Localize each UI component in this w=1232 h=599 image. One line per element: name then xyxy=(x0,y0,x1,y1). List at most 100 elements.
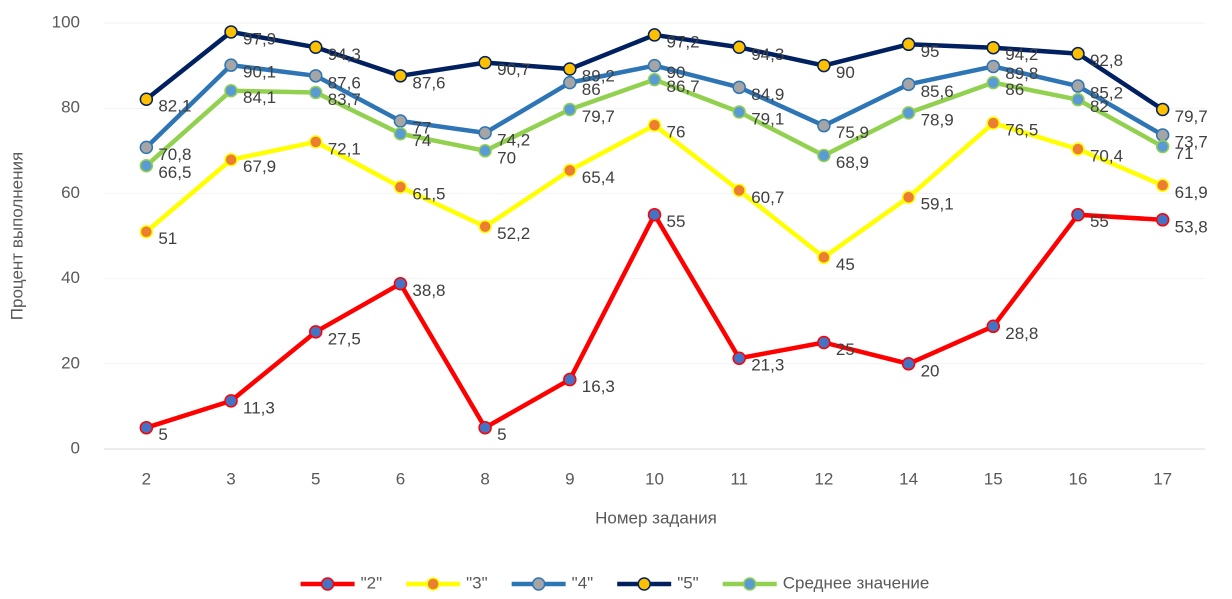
data-label: 45 xyxy=(836,255,855,274)
data-point xyxy=(393,180,408,194)
data-label: 73,7 xyxy=(1175,133,1208,152)
data-point xyxy=(563,163,577,178)
data-label: 51 xyxy=(158,229,177,248)
x-tick-label: 11 xyxy=(730,469,748,488)
x-tick-label: 16 xyxy=(1069,469,1088,488)
series-line xyxy=(145,212,1163,430)
data-point xyxy=(986,116,1001,130)
data-label: 84,1 xyxy=(243,88,276,107)
data-label: 11,3 xyxy=(243,398,275,417)
data-label: 78,9 xyxy=(921,110,954,129)
data-label: 94,3 xyxy=(751,45,784,64)
data-point xyxy=(647,58,662,73)
legend-label: "2" xyxy=(361,573,383,592)
data-label: 86 xyxy=(582,80,601,99)
data-point xyxy=(1155,102,1170,117)
data-label: 89,2 xyxy=(582,66,615,85)
data-label: 72,1 xyxy=(328,139,361,158)
x-tick-label: 10 xyxy=(645,469,664,488)
data-label: 77 xyxy=(412,118,431,137)
data-label: 68,9 xyxy=(836,153,869,172)
data-label: 83,7 xyxy=(328,90,361,109)
data-point xyxy=(986,59,1001,74)
y-tick-label: 100 xyxy=(52,12,80,31)
data-label: 79,7 xyxy=(1175,107,1208,126)
data-label: 70,8 xyxy=(158,145,191,164)
data-label: 90,1 xyxy=(243,63,276,82)
data-label: 55 xyxy=(1090,212,1109,231)
data-point xyxy=(1071,207,1085,222)
y-tick-label: 80 xyxy=(61,98,80,117)
data-point xyxy=(732,105,746,119)
data-point xyxy=(308,135,323,149)
data-label: 82,1 xyxy=(158,97,191,116)
data-point xyxy=(224,394,238,408)
data-point xyxy=(901,106,916,120)
data-point xyxy=(393,127,408,141)
x-tick-label: 12 xyxy=(814,469,833,488)
data-point xyxy=(901,77,916,92)
data-point xyxy=(817,335,831,350)
data-point xyxy=(1071,46,1085,61)
data-label: 92,8 xyxy=(1090,51,1123,70)
data-point xyxy=(224,83,238,98)
data-point xyxy=(732,351,746,366)
data-point xyxy=(1155,178,1170,193)
data-point xyxy=(139,140,154,155)
data-point xyxy=(1071,92,1085,107)
data-label: 74,2 xyxy=(497,130,530,149)
legend-marker xyxy=(426,577,440,591)
x-tick-label: 2 xyxy=(142,469,151,488)
y-tick-label: 0 xyxy=(71,438,80,457)
data-point xyxy=(647,118,662,132)
data-label: 38,8 xyxy=(412,281,445,300)
x-tick-label: 15 xyxy=(984,469,1003,488)
data-label: 85,2 xyxy=(1090,84,1123,103)
x-tick-label: 6 xyxy=(396,469,405,488)
y-tick-label: 60 xyxy=(61,183,80,202)
data-label: 97,9 xyxy=(243,29,276,48)
data-label: 86 xyxy=(1005,80,1024,99)
data-point xyxy=(986,40,1001,55)
data-point xyxy=(817,250,831,265)
data-point xyxy=(986,319,1001,334)
legend-label: "4" xyxy=(572,573,594,592)
data-point xyxy=(986,75,1001,90)
data-label: 76,5 xyxy=(1005,121,1038,140)
legend-marker xyxy=(531,577,546,591)
data-label: 53,8 xyxy=(1175,217,1208,236)
data-point xyxy=(393,69,408,83)
data-label: 28,8 xyxy=(1005,324,1038,343)
x-tick-label: 14 xyxy=(899,469,918,488)
data-point xyxy=(308,40,323,55)
data-point xyxy=(139,224,154,239)
data-point xyxy=(1155,139,1170,154)
data-point xyxy=(1071,142,1085,156)
data-label: 52,2 xyxy=(497,224,530,243)
data-point xyxy=(647,72,662,87)
series-line xyxy=(144,120,1164,260)
data-label: 95 xyxy=(921,42,940,61)
data-point xyxy=(732,80,746,95)
data-point xyxy=(478,55,492,70)
data-label: 59,1 xyxy=(921,195,954,214)
data-label: 25 xyxy=(836,340,855,359)
data-label: 94,3 xyxy=(328,45,361,64)
y-tick-label: 40 xyxy=(61,268,80,287)
data-label: 79,1 xyxy=(751,110,784,129)
x-tick-label: 3 xyxy=(226,469,235,488)
data-label: 84,9 xyxy=(751,85,784,104)
data-label: 89,8 xyxy=(1005,64,1038,83)
data-label: 65,4 xyxy=(582,168,615,187)
legend-marker xyxy=(742,577,757,591)
data-point xyxy=(224,58,238,72)
data-label: 97,2 xyxy=(667,32,700,51)
data-point xyxy=(308,69,323,83)
data-label: 87,6 xyxy=(328,73,361,92)
data-point xyxy=(563,102,577,117)
data-label: 90 xyxy=(667,63,686,82)
data-label: 75,9 xyxy=(836,123,869,142)
x-tick-label: 9 xyxy=(565,469,574,488)
legend-label: "5" xyxy=(677,573,699,592)
data-point xyxy=(224,25,238,39)
